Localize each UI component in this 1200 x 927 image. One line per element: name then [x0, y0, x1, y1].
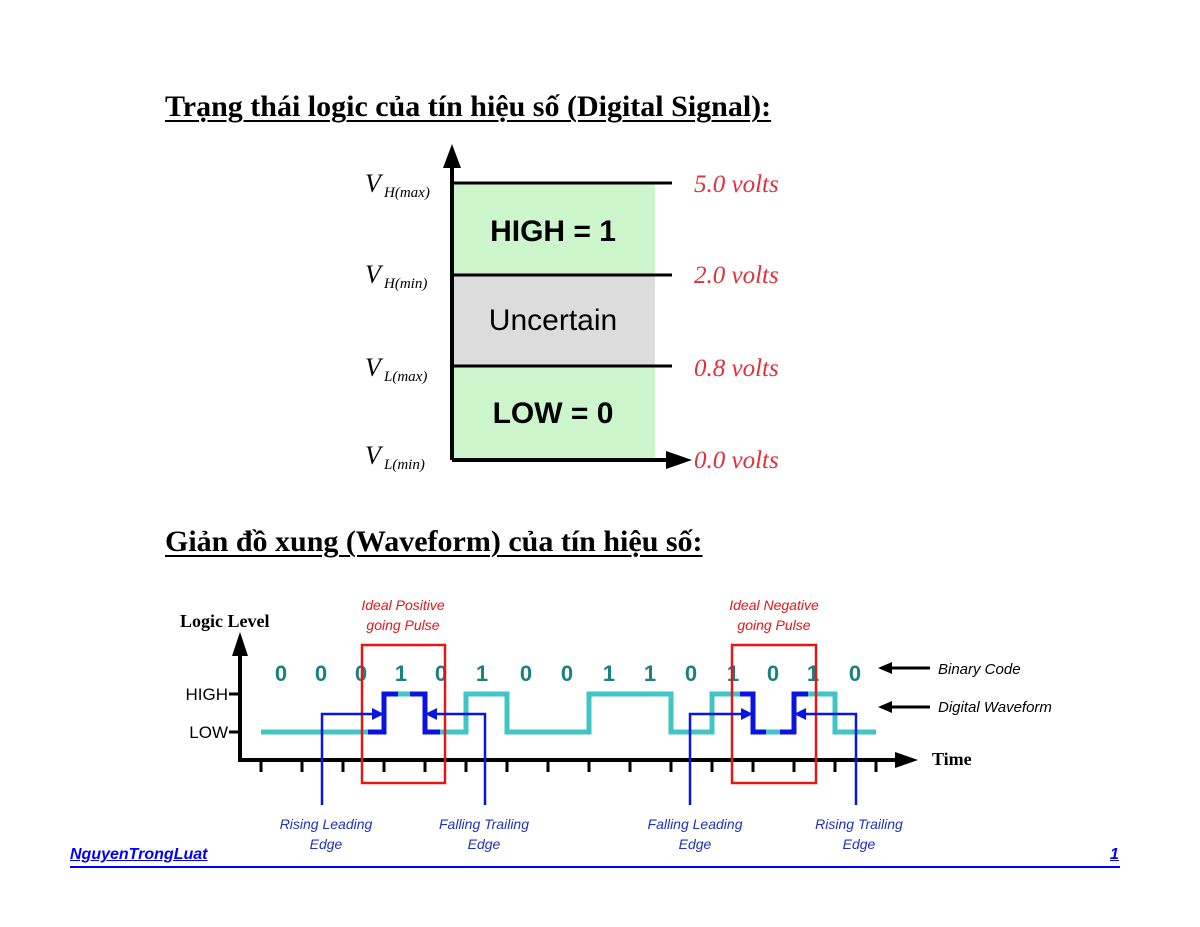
time-ticks — [259, 760, 878, 772]
logic-level-label: Logic Level — [180, 611, 269, 631]
heading-waveform: Giản đồ xung (Waveform) của tín hiệu số: — [165, 525, 703, 558]
logic-axis-arrow-icon — [232, 632, 248, 656]
value-2v: 2.0 volts — [694, 262, 779, 289]
vl-min-symbol: V — [365, 441, 384, 470]
svg-text:0: 0 — [767, 661, 779, 686]
falling-trailing-edge-label: Falling Trailing — [439, 816, 529, 832]
uncertain-region — [452, 275, 655, 366]
arrowhead-icon — [425, 708, 437, 720]
arrowhead-icon — [741, 708, 753, 720]
positive-pulse-title: Ideal Positive — [361, 597, 444, 613]
positive-pulse-highlight — [368, 691, 440, 735]
value-5v: 5.0 volts — [694, 171, 779, 198]
falling-leading-edge-label: Falling Leading — [648, 816, 743, 832]
high-level-label: HIGH — [186, 685, 229, 704]
vl-max-sub: L(max) — [383, 369, 427, 385]
falling-leading-edge-sub: Edge — [679, 836, 712, 852]
negative-pulse-title: Ideal Negative — [729, 597, 819, 613]
vh-max-sub: H(max) — [383, 185, 430, 201]
svg-text:1: 1 — [395, 661, 407, 686]
binary-code-arrow-icon — [878, 662, 892, 674]
low-label: LOW = 0 — [493, 397, 614, 430]
binary-code-annotation: Binary Code — [938, 661, 1021, 678]
svg-text:0: 0 — [315, 661, 327, 686]
svg-text:0: 0 — [849, 661, 861, 686]
axis-arrow-right-icon — [666, 451, 692, 469]
svg-text:0: 0 — [685, 661, 697, 686]
digital-waveform-annotation: Digital Waveform — [938, 699, 1052, 716]
rising-leading-edge-label: Rising Leading — [280, 816, 373, 832]
low-region — [452, 366, 655, 460]
vl-max-symbol: V — [365, 353, 384, 382]
heading-logic-states: Trạng thái logic của tín hiệu số (Digita… — [165, 90, 772, 123]
falling-trailing-edge-sub: Edge — [468, 836, 501, 852]
negative-pulse-subtitle: going Pulse — [737, 617, 810, 633]
arrowhead-icon — [794, 708, 806, 720]
uncertain-label: Uncertain — [489, 304, 617, 337]
negative-pulse-highlight — [740, 691, 808, 735]
footer-author: NguyenTrongLuat — [70, 846, 208, 863]
vh-max-symbol: V — [365, 169, 384, 198]
svg-text:1: 1 — [807, 661, 819, 686]
page-number: 1 — [1110, 846, 1119, 863]
axis-arrow-up-icon — [443, 144, 461, 168]
svg-text:1: 1 — [603, 661, 615, 686]
positive-pulse-subtitle: going Pulse — [366, 617, 439, 633]
time-axis-arrow-icon — [895, 752, 918, 768]
svg-text:0: 0 — [561, 661, 573, 686]
high-label: HIGH = 1 — [490, 215, 616, 248]
waveform-arrow-icon — [878, 701, 892, 713]
value-0-8v: 0.8 volts — [694, 355, 779, 382]
time-label: Time — [932, 749, 972, 769]
value-0v: 0.0 volts — [694, 447, 779, 474]
low-level-label: LOW — [189, 723, 228, 742]
edge-pointers — [320, 712, 858, 805]
rising-trailing-edge-label: Rising Trailing — [815, 816, 903, 832]
arrowhead-icon — [372, 708, 384, 720]
svg-text:0: 0 — [275, 661, 287, 686]
vl-min-sub: L(min) — [383, 457, 425, 473]
high-region — [452, 183, 655, 275]
svg-text:1: 1 — [644, 661, 656, 686]
vh-min-sub: H(min) — [383, 276, 427, 292]
svg-text:1: 1 — [476, 661, 488, 686]
rising-trailing-edge-sub: Edge — [843, 836, 876, 852]
vh-min-symbol: V — [365, 260, 384, 289]
svg-text:0: 0 — [520, 661, 532, 686]
footer-divider — [70, 866, 1120, 868]
rising-leading-edge-sub: Edge — [310, 836, 343, 852]
